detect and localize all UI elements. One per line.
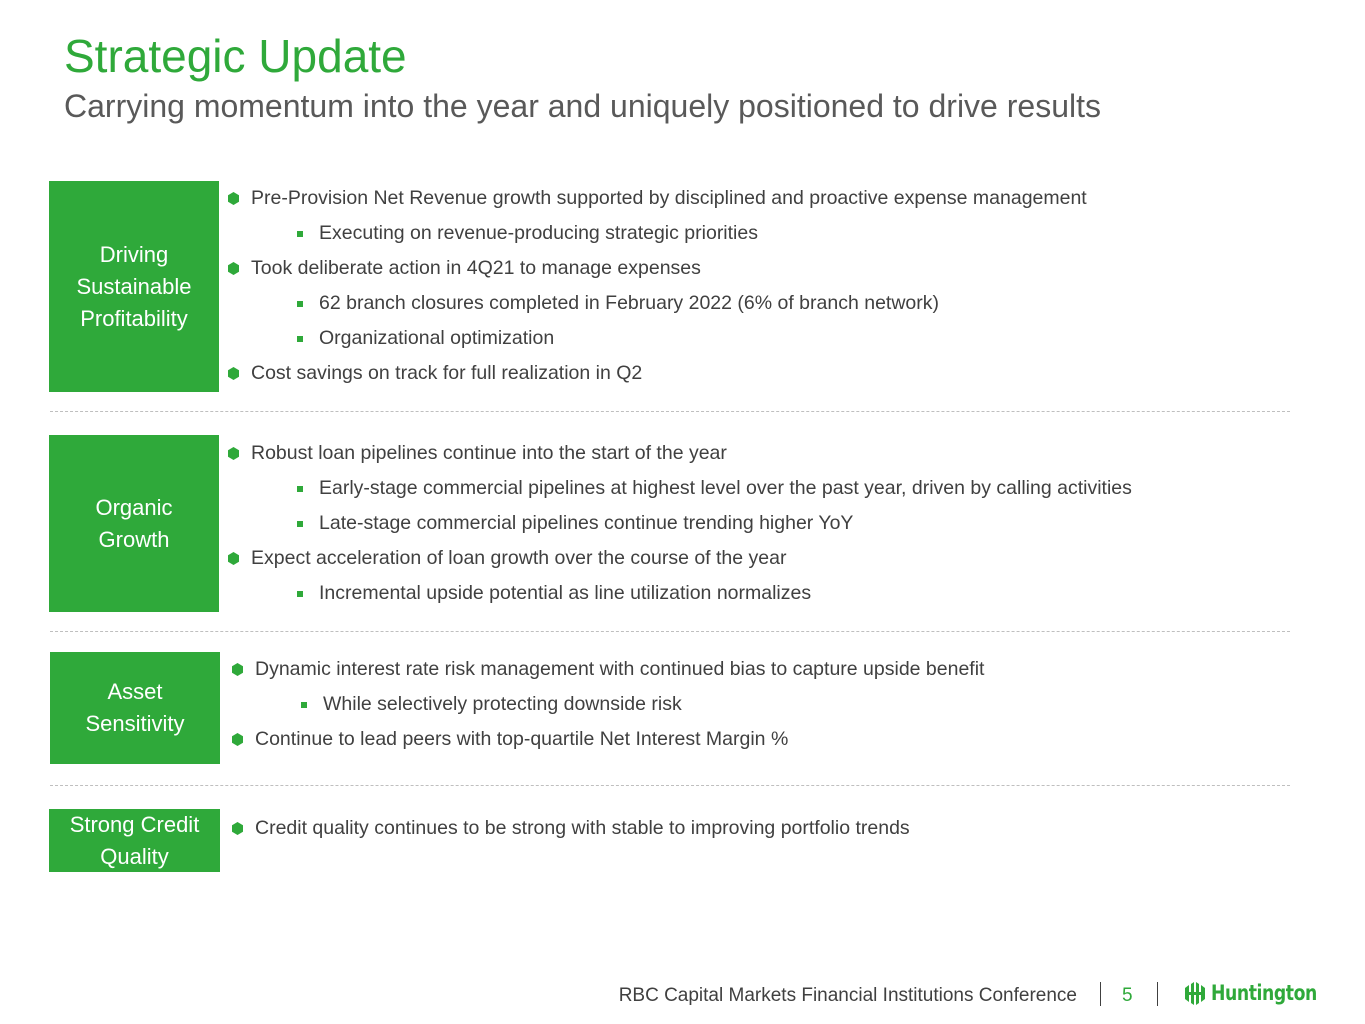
huntington-leaf-icon bbox=[1185, 982, 1205, 1005]
list-item: Robust loan pipelines continue into the … bbox=[227, 436, 1132, 471]
section-label-strong-credit-quality: Strong Credit Quality bbox=[49, 809, 220, 872]
hexagon-bullet-icon bbox=[228, 552, 239, 565]
list-item: Pre-Provision Net Revenue growth support… bbox=[227, 181, 1087, 216]
bullet-text: Executing on revenue-producing strategic… bbox=[319, 222, 758, 244]
hexagon-bullet-icon bbox=[232, 663, 243, 676]
section-divider bbox=[50, 411, 1290, 412]
bullet-text: Dynamic interest rate risk management wi… bbox=[255, 658, 985, 680]
footer-conference-name: RBC Capital Markets Financial Institutio… bbox=[618, 985, 1077, 1006]
section-label-driving-sustainable-profitability: Driving Sustainable Profitability bbox=[49, 181, 219, 392]
list-item: Early-stage commercial pipelines at high… bbox=[227, 471, 1132, 506]
square-bullet-icon bbox=[297, 591, 303, 597]
list-item: Organizational optimization bbox=[227, 321, 1087, 356]
page-number: 5 bbox=[1122, 985, 1133, 1006]
section-bullets-asset-sensitivity: Dynamic interest rate risk management wi… bbox=[231, 652, 984, 757]
bullet-text: Cost savings on track for full realizati… bbox=[251, 362, 643, 384]
list-item: Expect acceleration of loan growth over … bbox=[227, 541, 1132, 576]
huntington-logo: Huntington bbox=[1183, 980, 1340, 1006]
section-label-asset-sensitivity: Asset Sensitivity bbox=[50, 652, 220, 764]
section-bullets-credit-quality: Credit quality continues to be strong wi… bbox=[231, 811, 910, 846]
list-item: Continue to lead peers with top-quartile… bbox=[231, 722, 984, 757]
bullet-text: Expect acceleration of loan growth over … bbox=[251, 547, 787, 569]
list-item: Dynamic interest rate risk management wi… bbox=[231, 652, 984, 687]
bullet-text: Pre-Provision Net Revenue growth support… bbox=[251, 187, 1087, 209]
hexagon-bullet-icon bbox=[232, 822, 243, 835]
square-bullet-icon bbox=[297, 336, 303, 342]
section-bullets-profitability: Pre-Provision Net Revenue growth support… bbox=[227, 181, 1087, 391]
list-item: Incremental upside potential as line uti… bbox=[227, 576, 1132, 611]
bullet-text: Credit quality continues to be strong wi… bbox=[255, 817, 910, 839]
section-divider bbox=[50, 631, 1290, 632]
footer-separator bbox=[1100, 982, 1101, 1006]
square-bullet-icon bbox=[297, 301, 303, 307]
hexagon-bullet-icon bbox=[228, 192, 239, 205]
list-item: Credit quality continues to be strong wi… bbox=[231, 811, 910, 846]
list-item: Late-stage commercial pipelines continue… bbox=[227, 506, 1132, 541]
bullet-text: Late-stage commercial pipelines continue… bbox=[319, 512, 854, 534]
bullet-text: Early-stage commercial pipelines at high… bbox=[319, 477, 1132, 499]
list-item: Cost savings on track for full realizati… bbox=[227, 356, 1087, 391]
page-title: Strategic Update bbox=[64, 30, 407, 82]
section-bullets-organic-growth: Robust loan pipelines continue into the … bbox=[227, 436, 1132, 611]
bullet-text: While selectively protecting downside ri… bbox=[323, 693, 682, 715]
hexagon-bullet-icon bbox=[232, 733, 243, 746]
bullet-text: Organizational optimization bbox=[319, 327, 555, 349]
square-bullet-icon bbox=[297, 486, 303, 492]
bullet-text: 62 branch closures completed in February… bbox=[319, 292, 939, 314]
square-bullet-icon bbox=[301, 702, 307, 708]
bullet-text: Took deliberate action in 4Q21 to manage… bbox=[251, 257, 701, 279]
bullet-text: Robust loan pipelines continue into the … bbox=[251, 442, 727, 464]
hexagon-bullet-icon bbox=[228, 367, 239, 380]
square-bullet-icon bbox=[297, 231, 303, 237]
list-item: 62 branch closures completed in February… bbox=[227, 286, 1087, 321]
section-divider bbox=[50, 785, 1290, 786]
bullet-text: Incremental upside potential as line uti… bbox=[319, 582, 812, 604]
square-bullet-icon bbox=[297, 521, 303, 527]
logo-wordmark: Huntington bbox=[1211, 981, 1317, 1005]
bullet-text: Continue to lead peers with top-quartile… bbox=[255, 728, 789, 750]
hexagon-bullet-icon bbox=[228, 447, 239, 460]
page-subtitle: Carrying momentum into the year and uniq… bbox=[64, 88, 1101, 124]
footer-separator bbox=[1157, 982, 1158, 1006]
list-item: Took deliberate action in 4Q21 to manage… bbox=[227, 251, 1087, 286]
list-item: Executing on revenue-producing strategic… bbox=[227, 216, 1087, 251]
section-label-organic-growth: Organic Growth bbox=[49, 435, 219, 612]
list-item: While selectively protecting downside ri… bbox=[231, 687, 984, 722]
hexagon-bullet-icon bbox=[228, 262, 239, 275]
